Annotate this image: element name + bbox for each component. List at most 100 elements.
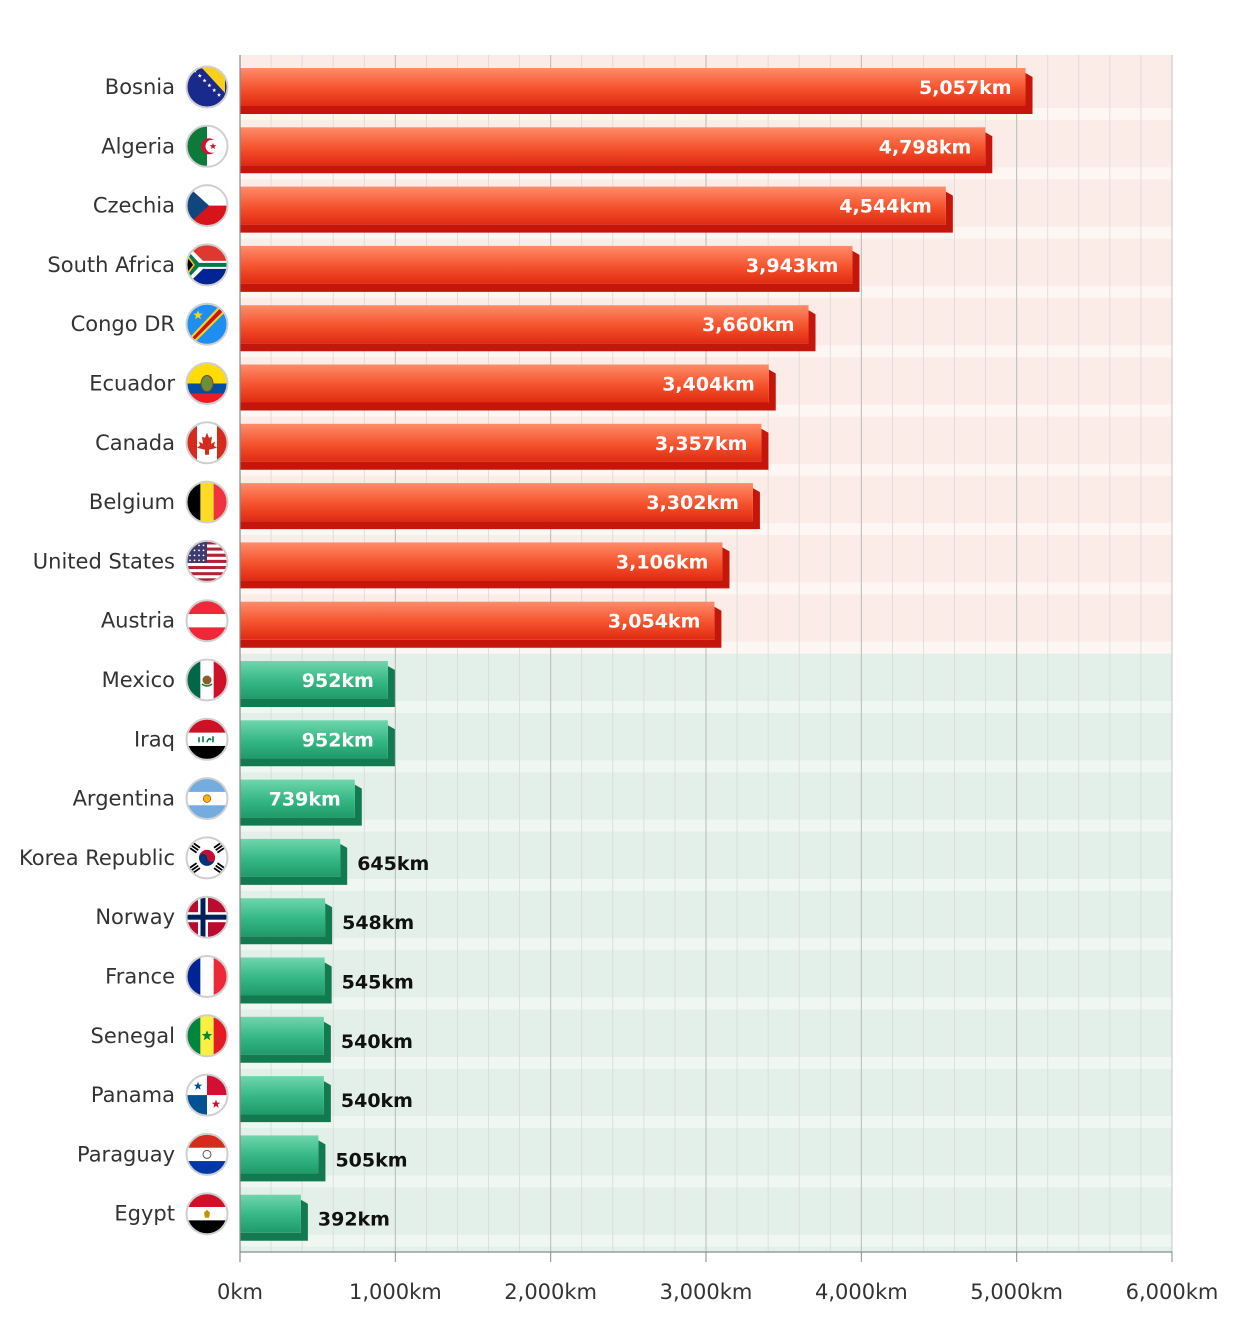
bar-korea-republic: 645km <box>240 838 429 885</box>
bar-value-label: 4,798km <box>879 136 972 158</box>
bar-senegal: 540km <box>240 1016 413 1063</box>
bar-value-label: 3,357km <box>655 433 748 455</box>
argentina-flag-icon <box>185 777 229 821</box>
category-label: United States <box>33 549 175 573</box>
bar-shadow <box>240 784 362 826</box>
bar-face <box>240 1194 301 1233</box>
bar-shadow <box>240 191 953 233</box>
bar-value-label: 3,054km <box>608 611 701 633</box>
canada-flag-icon <box>185 421 229 465</box>
x-tick-label: 6,000km <box>1126 1280 1219 1304</box>
bar-norway: 548km <box>240 898 414 945</box>
bar-face <box>240 661 388 699</box>
bar-face <box>240 1016 324 1055</box>
bar-ecuador: 3,404km <box>240 364 776 411</box>
category-label: Egypt <box>114 1202 175 1226</box>
bar-shadow <box>240 250 860 292</box>
bar-value-label: 392km <box>318 1209 390 1231</box>
bosnia-flag-icon <box>185 65 229 109</box>
bar-algeria: 4,798km <box>240 127 993 174</box>
bar-shadow <box>240 428 769 470</box>
bar-value-label: 952km <box>302 670 374 692</box>
bar-shadow <box>240 1021 331 1063</box>
bar-shadow <box>240 369 776 411</box>
category-labels: Bosnia Algeria Czechia South Africa Congo DR… <box>19 75 175 1226</box>
belgium-flag-icon <box>185 480 229 524</box>
bar-paraguay: 505km <box>240 1135 408 1182</box>
bar-congo-dr: 3,660km <box>240 305 816 352</box>
bar-face <box>240 186 946 225</box>
bar-value-label: 4,544km <box>839 196 932 218</box>
senegal-flag-icon <box>185 1014 229 1058</box>
bar-canada: 3,357km <box>240 423 769 470</box>
bar-united-states: 3,106km <box>240 542 730 589</box>
bar-face <box>240 542 723 581</box>
bar-austria: 3,054km <box>240 601 722 648</box>
category-label: Canada <box>95 431 175 455</box>
bar-shadow <box>240 666 395 707</box>
bar-shadow <box>240 488 760 530</box>
bar-face <box>240 127 986 166</box>
category-label: Senegal <box>90 1024 175 1048</box>
bar-south-africa: 3,943km <box>240 245 860 292</box>
x-tick-label: 2,000km <box>504 1280 597 1304</box>
category-label: Ecuador <box>89 372 175 396</box>
panama-flag-icon <box>185 1073 229 1117</box>
ecuador-flag-icon <box>185 362 229 405</box>
x-axis: 0km 1,000km 2,000km 3,000km 4,000km 5,000km 6,… <box>217 55 1218 1304</box>
category-label: Panama <box>91 1083 175 1107</box>
bar-value-label: 739km <box>269 789 341 811</box>
bar-bosnia: 5,057km <box>240 68 1033 114</box>
bar-shadow <box>240 843 348 885</box>
bar-value-label: 3,404km <box>662 374 755 396</box>
category-label: Czechia <box>93 194 175 218</box>
category-label: Bosnia <box>105 75 175 99</box>
bar-shadow <box>240 606 722 648</box>
bar-shadow <box>240 903 333 945</box>
bar-face <box>240 1135 319 1174</box>
category-label: France <box>105 965 175 989</box>
x-tick-label: 3,000km <box>660 1280 753 1304</box>
bar-value-label: 3,943km <box>746 255 839 277</box>
bar-shadow <box>240 1140 326 1182</box>
bar-czechia: 4,544km <box>240 186 953 233</box>
bar-france: 545km <box>240 957 414 1004</box>
bar-shadow <box>240 962 332 1004</box>
category-label: Mexico <box>102 668 175 692</box>
bar-face <box>240 898 326 937</box>
bar-face <box>240 957 325 996</box>
bar-value-label: 545km <box>342 972 414 994</box>
bar-value-label: 3,106km <box>616 551 709 573</box>
category-label: Belgium <box>89 490 175 514</box>
bar-face <box>240 720 388 759</box>
bar-value-label: 3,302km <box>646 492 739 514</box>
united-states-flag-icon <box>185 539 229 583</box>
bar-face <box>240 305 809 344</box>
flags <box>185 65 229 1236</box>
czechia-flag-icon <box>185 184 229 228</box>
bar-panama: 540km <box>240 1076 413 1123</box>
x-tick-label: 4,000km <box>815 1280 908 1304</box>
bar-face <box>240 1076 324 1115</box>
category-label: Paraguay <box>77 1142 175 1166</box>
category-label: Norway <box>95 905 175 929</box>
bar-value-label: 540km <box>341 1031 413 1053</box>
bar-face <box>240 483 753 522</box>
bar-egypt: 392km <box>240 1194 390 1241</box>
bar-face <box>240 838 341 877</box>
bar-argentina: 739km <box>240 779 362 826</box>
category-label: Argentina <box>73 787 175 811</box>
bar-shadow <box>240 73 1033 114</box>
norway-flag-icon <box>185 895 229 939</box>
algeria-flag-icon <box>185 124 229 168</box>
paraguay-flag-icon <box>185 1132 229 1176</box>
bar-belgium: 3,302km <box>240 483 760 530</box>
bar-face <box>240 423 762 462</box>
bar-mexico: 952km <box>240 661 395 707</box>
bar-shadow <box>240 310 816 352</box>
bars: 5,057km 4,798km 4,544km 3,943km 3,660km 3,404… <box>240 68 1033 1241</box>
bar-face <box>240 245 853 284</box>
bar-face <box>240 364 769 403</box>
category-label: Korea Republic <box>19 846 175 870</box>
